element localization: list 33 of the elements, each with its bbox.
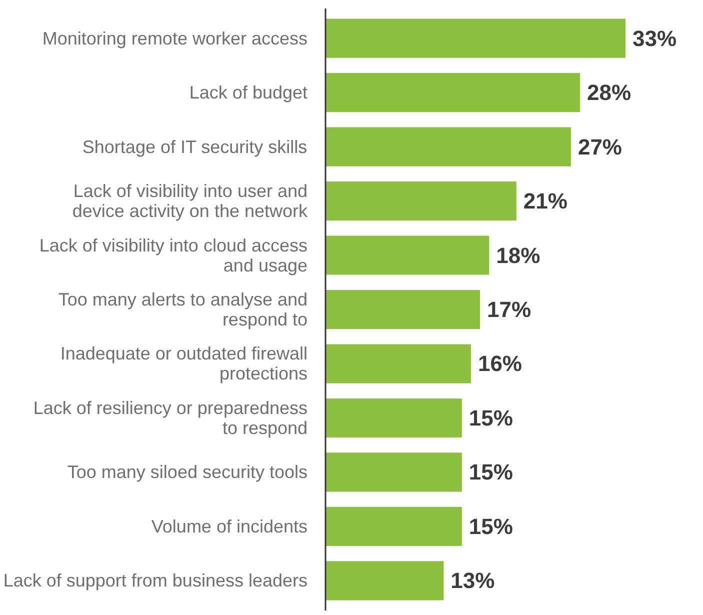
data-label: 15% [468,405,513,430]
bar [326,344,471,384]
y-tick-label: Lack of resiliency or preparedness to respond [33,398,308,438]
y-tick-label: Too many siloed security tools [67,462,308,482]
y-tick-label: Too many alerts to analyse and respond to [58,290,308,330]
y-tick-label: Inadequate or outdated firewall protections [60,344,308,384]
data-label: 27% [578,134,622,160]
data-label: 17% [487,297,532,322]
data-label: 15% [468,514,513,539]
bar [326,506,462,546]
bar [326,127,571,166]
data-label: 15% [468,460,513,485]
y-tick-label: Lack of visibility into user and device activity on the network [72,181,308,222]
bar [326,18,626,58]
data-label: 13% [450,568,495,594]
bar [326,182,516,221]
bar [326,236,490,275]
data-label: 16% [478,351,522,376]
y-tick-label: Lack of visibility into cloud access and usage [39,235,308,276]
data-label: 33% [632,26,677,51]
y-tick-label: Shortage of IT security skills [82,136,308,157]
y-tick-label: Lack of support from business leaders [3,570,308,591]
y-tick-label: Lack of budget [189,82,308,103]
bar [326,452,462,492]
bar [326,398,462,438]
y-tick-label: Monitoring remote worker access [42,28,308,48]
bar [326,290,480,330]
data-label: 28% [587,80,632,106]
data-label: 18% [496,242,540,268]
data-label: 21% [523,188,568,214]
y-tick-label: Volume of incidents [151,516,308,536]
bar [326,73,580,112]
bar [326,561,444,600]
